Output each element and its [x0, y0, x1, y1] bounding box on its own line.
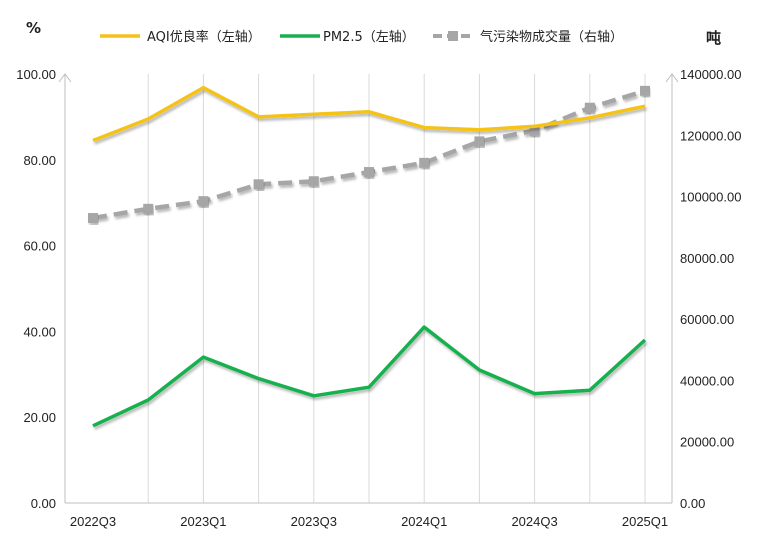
right-axis-unit: 吨 [706, 29, 721, 47]
left-tick-label: 40.00 [23, 324, 56, 339]
x-tick-label: 2024Q1 [401, 514, 447, 529]
x-axis-ticks: 2022Q3 2023Q1 2023Q3 2024Q1 2024Q3 2025Q1 [70, 514, 668, 529]
left-axis-unit: % [26, 19, 41, 37]
series-line [92, 85, 646, 143]
right-tick-label: 0.00 [680, 496, 705, 511]
right-tick-label: 100000.00 [680, 190, 741, 205]
vertical-gridlines [147, 74, 646, 503]
series-marker [308, 176, 319, 187]
left-tick-label: 80.00 [23, 153, 56, 168]
series-marker [198, 196, 209, 207]
series-marker [640, 85, 650, 96]
legend-label: AQI优良率（左轴） [147, 29, 261, 45]
left-axis-ticks: 0.00 20.00 40.00 60.00 80.00 100.00 [16, 67, 56, 511]
series-marker [584, 102, 595, 113]
series [88, 85, 650, 428]
right-tick-label: 140000.00 [680, 67, 741, 82]
legend-label: 气污染物成交量（右轴） [480, 29, 623, 45]
x-tick-label: 2024Q3 [511, 514, 557, 529]
x-tick-label: 2023Q1 [180, 514, 226, 529]
series-line [92, 325, 647, 428]
x-tick-label: 2025Q1 [622, 514, 668, 529]
axes [58, 73, 679, 504]
right-axis-arrow [665, 73, 679, 83]
left-tick-label: 60.00 [23, 239, 56, 254]
legend-marker [448, 31, 458, 41]
legend-label: PM2.5（左轴） [323, 30, 415, 45]
right-axis-ticks: 0.00 20000.00 40000.00 60000.00 80000.00 1000… [680, 67, 741, 511]
series-marker [419, 157, 430, 168]
legend: AQI优良率（左轴） PM2.5（左轴） 气污染物成交量（右轴） [100, 29, 623, 45]
x-tick-label: 2022Q3 [70, 514, 116, 529]
series-marker [143, 203, 154, 214]
right-tick-label: 120000.00 [680, 128, 741, 143]
series-marker [529, 125, 540, 136]
left-axis-arrow [58, 73, 72, 83]
left-tick-label: 0.00 [31, 496, 56, 511]
series-marker [364, 167, 374, 178]
right-tick-label: 20000.00 [680, 435, 734, 450]
series-marker [474, 136, 485, 147]
x-tick-label: 2023Q3 [291, 514, 337, 529]
left-tick-label: 100.00 [16, 67, 56, 82]
right-tick-label: 60000.00 [680, 312, 734, 327]
series-marker [88, 213, 98, 224]
right-tick-label: 40000.00 [680, 373, 734, 388]
right-tick-label: 80000.00 [680, 251, 734, 266]
left-tick-label: 20.00 [23, 410, 56, 425]
series-marker [253, 179, 264, 190]
